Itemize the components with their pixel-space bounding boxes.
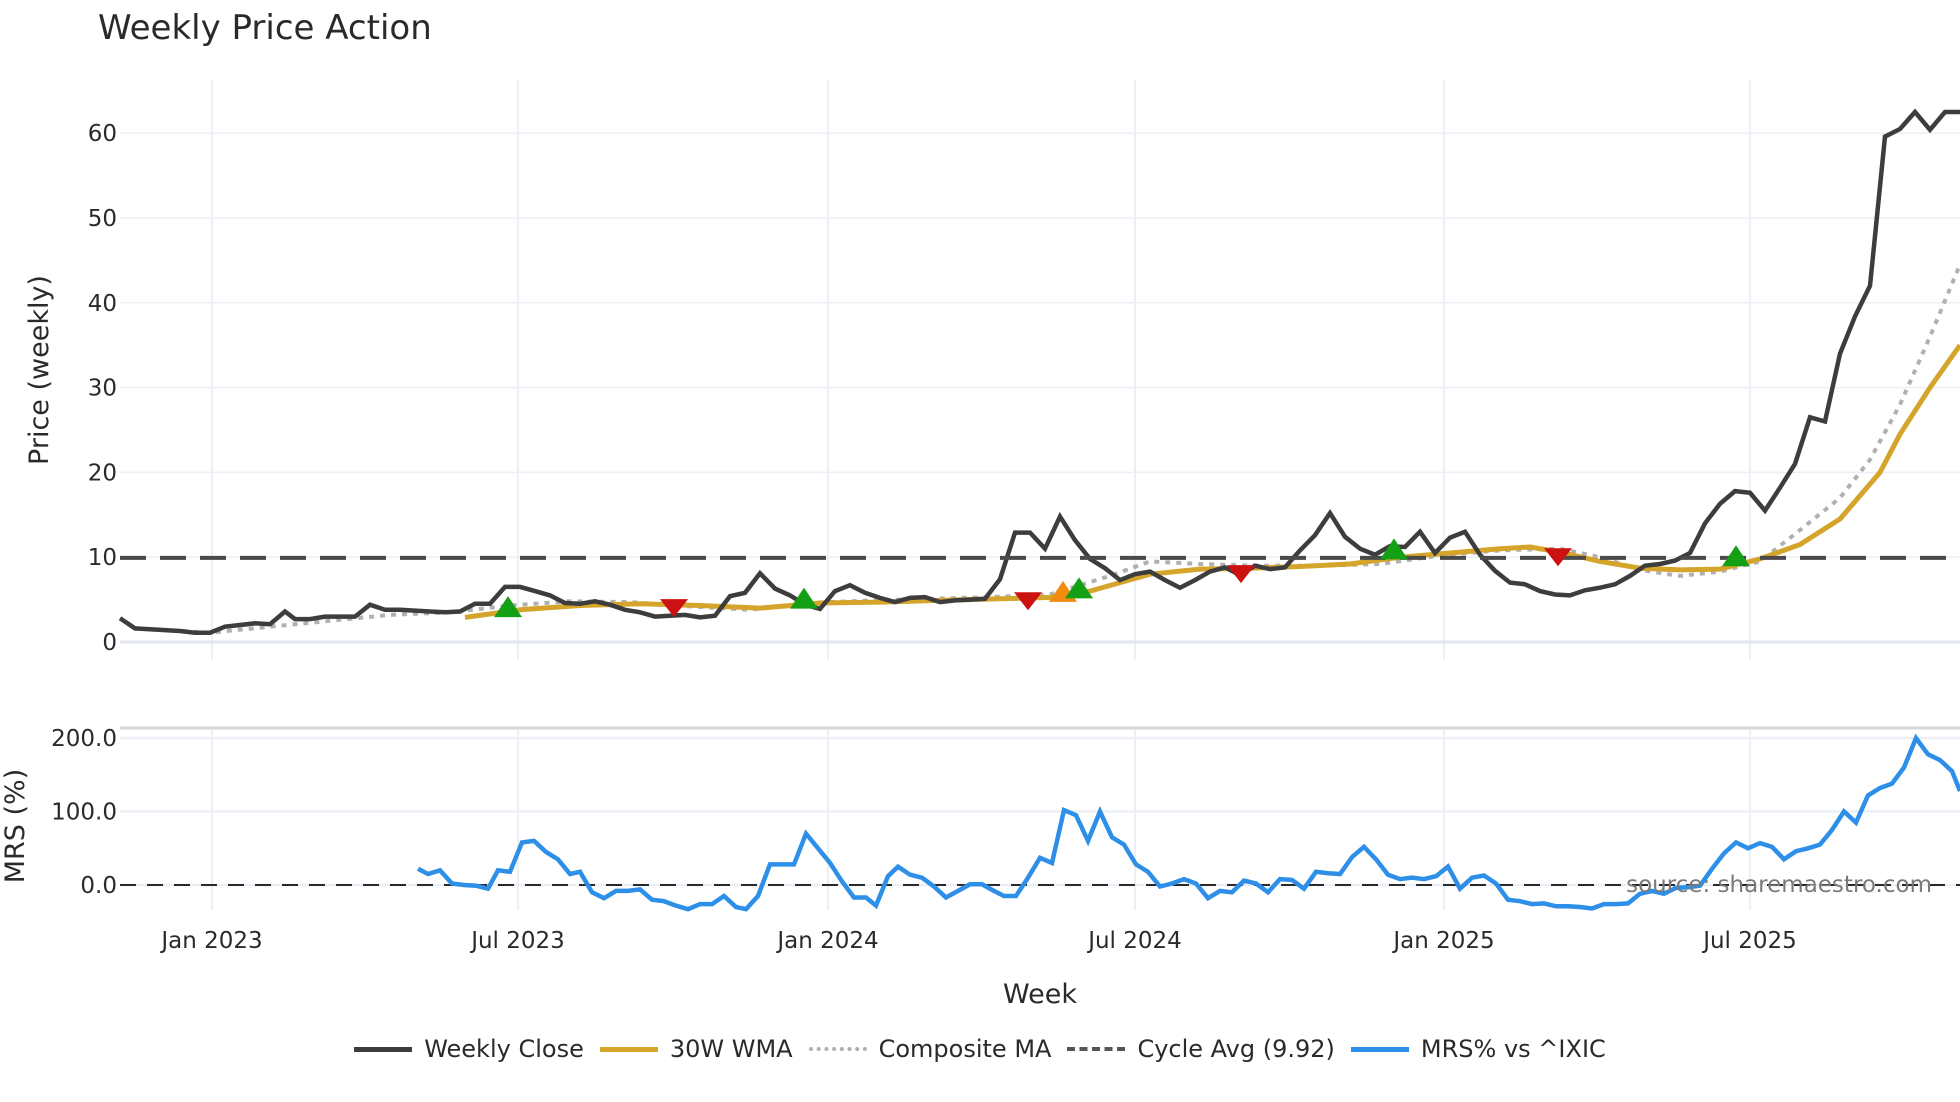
buy-signal-icon bbox=[1065, 577, 1093, 599]
legend-item[interactable]: Weekly Close bbox=[354, 1035, 584, 1063]
x-tick-label: Jul 2024 bbox=[1086, 928, 1182, 954]
legend-swatch-icon bbox=[1067, 1047, 1126, 1051]
legend-swatch-icon bbox=[354, 1046, 413, 1052]
x-tick-label: Jan 2025 bbox=[1391, 928, 1494, 954]
x-tick-label: Jul 2023 bbox=[469, 928, 565, 954]
x-tick-label: Jul 2025 bbox=[1701, 928, 1797, 954]
mrs-tick-label: 100.0 bbox=[51, 800, 117, 826]
sell-signal-icon bbox=[1014, 592, 1042, 611]
mrs-axis-label: MRS (%) bbox=[0, 769, 31, 884]
legend-label: Weekly Close bbox=[424, 1035, 584, 1063]
price-tick-label: 50 bbox=[88, 206, 117, 232]
legend-item[interactable]: Composite MA bbox=[808, 1035, 1052, 1063]
price-tick-label: 30 bbox=[88, 376, 117, 402]
buy-signal-icon bbox=[1722, 545, 1750, 567]
legend-swatch-icon bbox=[599, 1046, 658, 1052]
legend-label: Cycle Avg (9.92) bbox=[1137, 1035, 1335, 1063]
mrs-line bbox=[416, 733, 1960, 912]
price-tick-label: 60 bbox=[88, 121, 117, 147]
chart-title: Weekly Price Action bbox=[98, 8, 432, 48]
sell-signal-icon bbox=[1544, 548, 1572, 567]
composite-ma-line bbox=[149, 263, 1960, 635]
x-tick-label: Jan 2024 bbox=[775, 928, 878, 954]
buy-signal-icon bbox=[494, 596, 522, 618]
legend-item[interactable]: Cycle Avg (9.92) bbox=[1067, 1035, 1335, 1063]
legend-item[interactable]: MRS% vs ^IXIC bbox=[1350, 1035, 1606, 1063]
mrs-tick-label: 200.0 bbox=[51, 726, 117, 752]
legend-label: Composite MA bbox=[878, 1035, 1052, 1063]
price-tick-label: 10 bbox=[88, 545, 117, 571]
sell-signal-icon bbox=[660, 599, 688, 618]
price-tick-label: 20 bbox=[88, 460, 117, 486]
source-watermark: source: sharemaestro.com bbox=[1626, 872, 1932, 898]
legend-swatch-icon bbox=[808, 1047, 867, 1051]
legend-swatch-icon bbox=[1350, 1046, 1409, 1052]
chart-legend: Weekly Close 30W WMA Composite MA Cycle Avg… bbox=[0, 1035, 1960, 1063]
mrs-tick-label: 0.0 bbox=[80, 873, 117, 899]
x-axis-label: Week bbox=[1003, 979, 1077, 1010]
wma-30w-line bbox=[464, 343, 1960, 620]
price-axis-label: Price (weekly) bbox=[24, 275, 55, 465]
x-tick-label: Jan 2023 bbox=[159, 928, 262, 954]
legend-label: 30W WMA bbox=[669, 1035, 793, 1063]
buy-signal-icon bbox=[790, 587, 818, 609]
price-tick-label: 0 bbox=[102, 630, 117, 656]
weekly-close-line bbox=[118, 108, 1960, 635]
sell-signal-icon bbox=[1227, 565, 1255, 584]
legend-item[interactable]: 30W WMA bbox=[599, 1035, 793, 1063]
buy-signal-icon bbox=[1380, 538, 1408, 560]
price-tick-label: 40 bbox=[88, 291, 117, 317]
legend-label: MRS% vs ^IXIC bbox=[1420, 1035, 1606, 1063]
